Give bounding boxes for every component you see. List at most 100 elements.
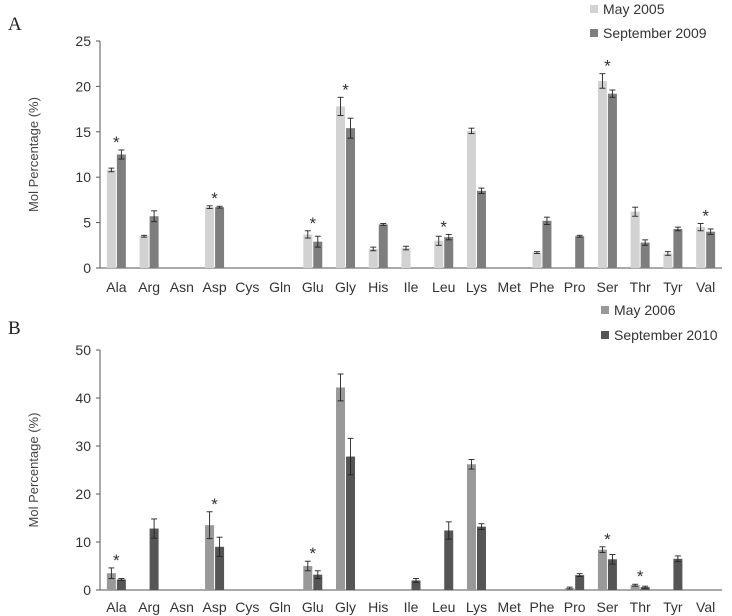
category-label: Ile <box>404 599 419 615</box>
significance-star: * <box>342 80 349 99</box>
bar-series2 <box>575 575 585 590</box>
category-label: Asn <box>170 279 194 295</box>
category-label: Pro <box>564 279 586 295</box>
panel-letter: A <box>8 14 22 35</box>
category-label: Thr <box>630 279 651 295</box>
significance-star: * <box>211 189 218 208</box>
bar-series1 <box>630 211 640 268</box>
bar-series2 <box>640 242 650 268</box>
category-label: Val <box>696 279 715 295</box>
category-label: Gln <box>269 599 291 615</box>
bar-series1 <box>368 248 378 268</box>
legend-swatch <box>601 331 609 339</box>
y-tick-label: 15 <box>75 124 91 140</box>
category-label: Arg <box>138 279 160 295</box>
bar-series2 <box>116 579 126 590</box>
bar-series2 <box>149 216 159 268</box>
significance-star: * <box>113 551 120 570</box>
bar-series2 <box>346 128 356 268</box>
y-axis-label: Mol Percentage (%) <box>26 413 41 528</box>
y-tick-label: 30 <box>75 438 91 454</box>
category-label: Lys <box>466 279 487 295</box>
panel-b: B 0 10 20 30 40 50 Mol Percentage (%) Ala * Arg Asn… <box>8 302 722 615</box>
category-label: Glu <box>302 599 324 615</box>
bar-series2 <box>215 207 225 268</box>
bar-series2 <box>444 237 454 268</box>
y-tick-label: 20 <box>75 78 91 94</box>
y-tick-label: 0 <box>83 582 91 598</box>
bar-series2 <box>378 224 388 268</box>
bar-series1 <box>205 525 215 590</box>
category-label: Ser <box>597 599 619 615</box>
bar-series1 <box>532 252 542 268</box>
panel-letter: B <box>8 318 21 339</box>
category-label: Cys <box>235 279 259 295</box>
bar-series2 <box>346 456 356 590</box>
y-tick-label: 20 <box>75 486 91 502</box>
category-label: Asp <box>203 279 227 295</box>
significance-star: * <box>702 207 709 226</box>
bar-series2 <box>673 558 683 590</box>
y-tick-label: 25 <box>75 33 91 49</box>
bar-series1 <box>466 130 476 268</box>
bar-series2 <box>411 580 421 590</box>
category-label: Ala <box>106 279 126 295</box>
legend-label: September 2009 <box>603 25 707 41</box>
category-label: Asn <box>170 599 194 615</box>
bar-series2 <box>706 231 716 268</box>
category-label: Thr <box>630 599 651 615</box>
bar-series2 <box>476 526 486 590</box>
bar-series2 <box>640 587 650 590</box>
legend-label: May 2006 <box>614 302 676 318</box>
category-label: Val <box>696 599 715 615</box>
bar-series1 <box>336 106 346 268</box>
category-label: Arg <box>138 599 160 615</box>
y-tick-label: 50 <box>75 342 91 358</box>
bar-series1 <box>106 169 116 268</box>
significance-star: * <box>604 530 611 549</box>
category-label: Gly <box>335 599 356 615</box>
significance-star: * <box>309 544 316 563</box>
category-label: Ser <box>597 279 619 295</box>
bar-series1 <box>597 549 607 590</box>
bar-series2 <box>444 530 454 590</box>
category-label: Met <box>498 279 521 295</box>
significance-star: * <box>113 133 120 152</box>
significance-star: * <box>604 57 611 76</box>
category-label: Tyr <box>663 279 683 295</box>
category-label: Ile <box>404 279 419 295</box>
bar-series1 <box>630 585 640 590</box>
category-label: Pro <box>564 599 586 615</box>
category-label: Gln <box>269 279 291 295</box>
bar-series2 <box>542 220 552 268</box>
legend-label: May 2005 <box>603 1 665 17</box>
legend-swatch <box>590 29 598 37</box>
bar-series2 <box>607 93 617 268</box>
category-label: His <box>368 599 388 615</box>
legend-swatch <box>601 306 609 314</box>
bar-series1 <box>139 236 149 268</box>
category-label: Gly <box>335 279 356 295</box>
significance-star: * <box>211 495 218 514</box>
bar-series2 <box>673 228 683 268</box>
bar-series1 <box>303 234 313 268</box>
bar-series2 <box>149 528 159 590</box>
significance-star: * <box>309 214 316 233</box>
bar-series2 <box>313 574 323 590</box>
bar-series2 <box>215 546 225 590</box>
bar-series1 <box>106 573 116 590</box>
category-label: Phe <box>529 599 554 615</box>
category-label: Lys <box>466 599 487 615</box>
legend-swatch <box>590 5 598 13</box>
bar-series1 <box>336 387 346 590</box>
y-axis-label: Mol Percentage (%) <box>26 97 41 212</box>
category-label: His <box>368 279 388 295</box>
significance-star: * <box>637 567 644 586</box>
category-label: Glu <box>302 279 324 295</box>
legend-label: September 2010 <box>614 327 718 343</box>
bar-series1 <box>696 227 706 268</box>
category-label: Ala <box>106 599 126 615</box>
category-label: Tyr <box>663 599 683 615</box>
bar-series1 <box>205 207 215 268</box>
